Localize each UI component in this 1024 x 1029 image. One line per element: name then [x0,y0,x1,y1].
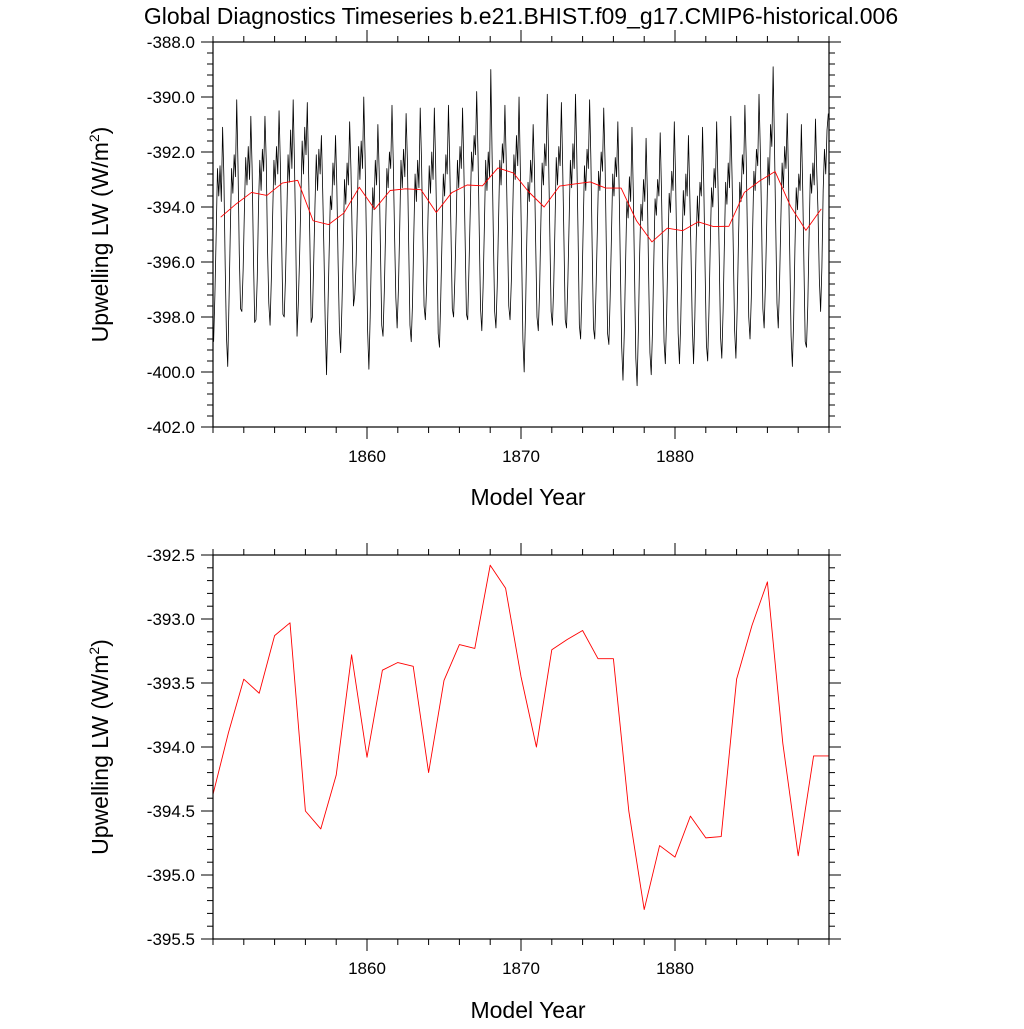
x-tick-label: 1880 [656,959,694,978]
y-tick-label: -395.0 [147,866,195,885]
y-tick-label: -398.0 [147,308,195,327]
y-axis-label-main: Upwelling LW (W/m [87,142,113,342]
bottom-panel: -392.5 -393.0 -393.5 -394.0 -394.5 -395.0 -395… [86,543,841,1023]
x-tick-label: 1860 [348,959,386,978]
y-axis-label-superscript: 2 [86,134,102,142]
plot-frame [212,554,830,940]
x-axis-label: Model Year [470,484,585,510]
y-tick-label: -393.0 [147,610,195,629]
top-panel: -388.0 -390.0 -392.0 -394.0 -396.0 -398.0 -400… [86,30,841,510]
y-tick-label: -390.0 [147,88,195,107]
y-tick-label: -394.0 [147,198,195,217]
x-tick-label: 1870 [502,447,540,466]
x-tick-label: 1870 [502,959,540,978]
y-tick-label: -393.5 [147,674,195,693]
y-tick-label: -392.0 [147,143,195,162]
y-tick-label: -402.0 [147,418,195,437]
annual-series-line-0 [220,167,822,243]
y-tick-label: -396.0 [147,253,195,272]
y-tick-label: -400.0 [147,363,195,382]
annual-series-line-1 [212,564,829,911]
y-tick-label: -394.0 [147,738,195,757]
y-axis-label: Upwelling LW (W/m2) [86,639,113,855]
x-tick-label: 1860 [348,447,386,466]
x-axis-label: Model Year [470,997,585,1023]
y-tick-label: -395.5 [147,930,195,949]
y-axis-label-close: ) [87,639,113,647]
y-axis-label: Upwelling LW (W/m2) [86,127,113,343]
chart-title: Global Diagnostics Timeseries b.e21.BHIS… [144,3,898,29]
y-axis-label-close: ) [87,127,113,135]
y-tick-label: -394.5 [147,802,195,821]
y-tick-label: -392.5 [147,546,195,565]
y-axis-label-main: Upwelling LW (W/m [87,655,113,855]
x-tick-label: 1880 [656,447,694,466]
y-axis-label-superscript: 2 [86,647,102,655]
y-tick-label: -388.0 [147,33,195,52]
monthly-series-line-0 [213,66,829,387]
